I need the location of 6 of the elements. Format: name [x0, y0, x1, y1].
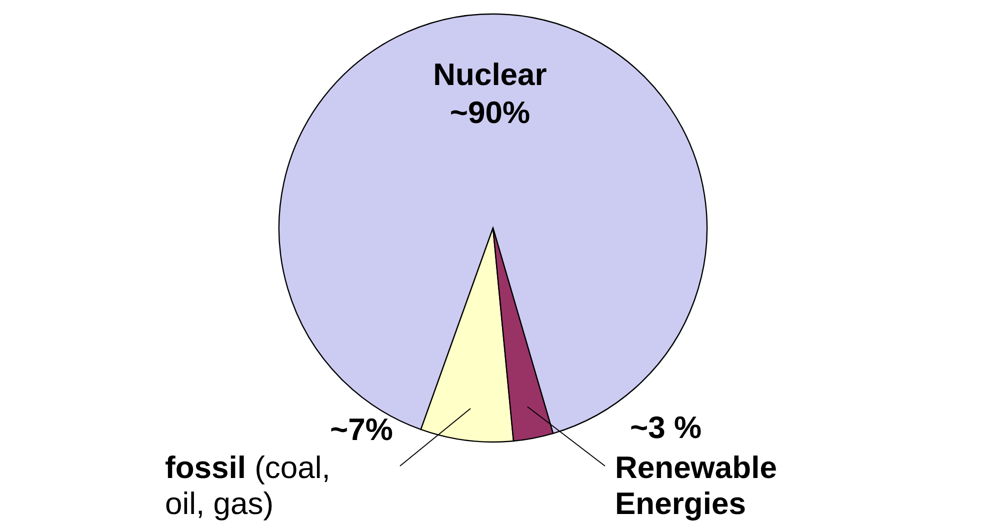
slice-label: Renewable Energies	[615, 450, 777, 521]
slice-label: Nuclear	[433, 57, 547, 92]
category-label: fossil (coal, oil, gas)	[165, 450, 330, 521]
data-label: ~3 %	[630, 410, 702, 445]
data-label: ~90%	[450, 95, 530, 130]
data-label: ~7%	[330, 412, 393, 447]
